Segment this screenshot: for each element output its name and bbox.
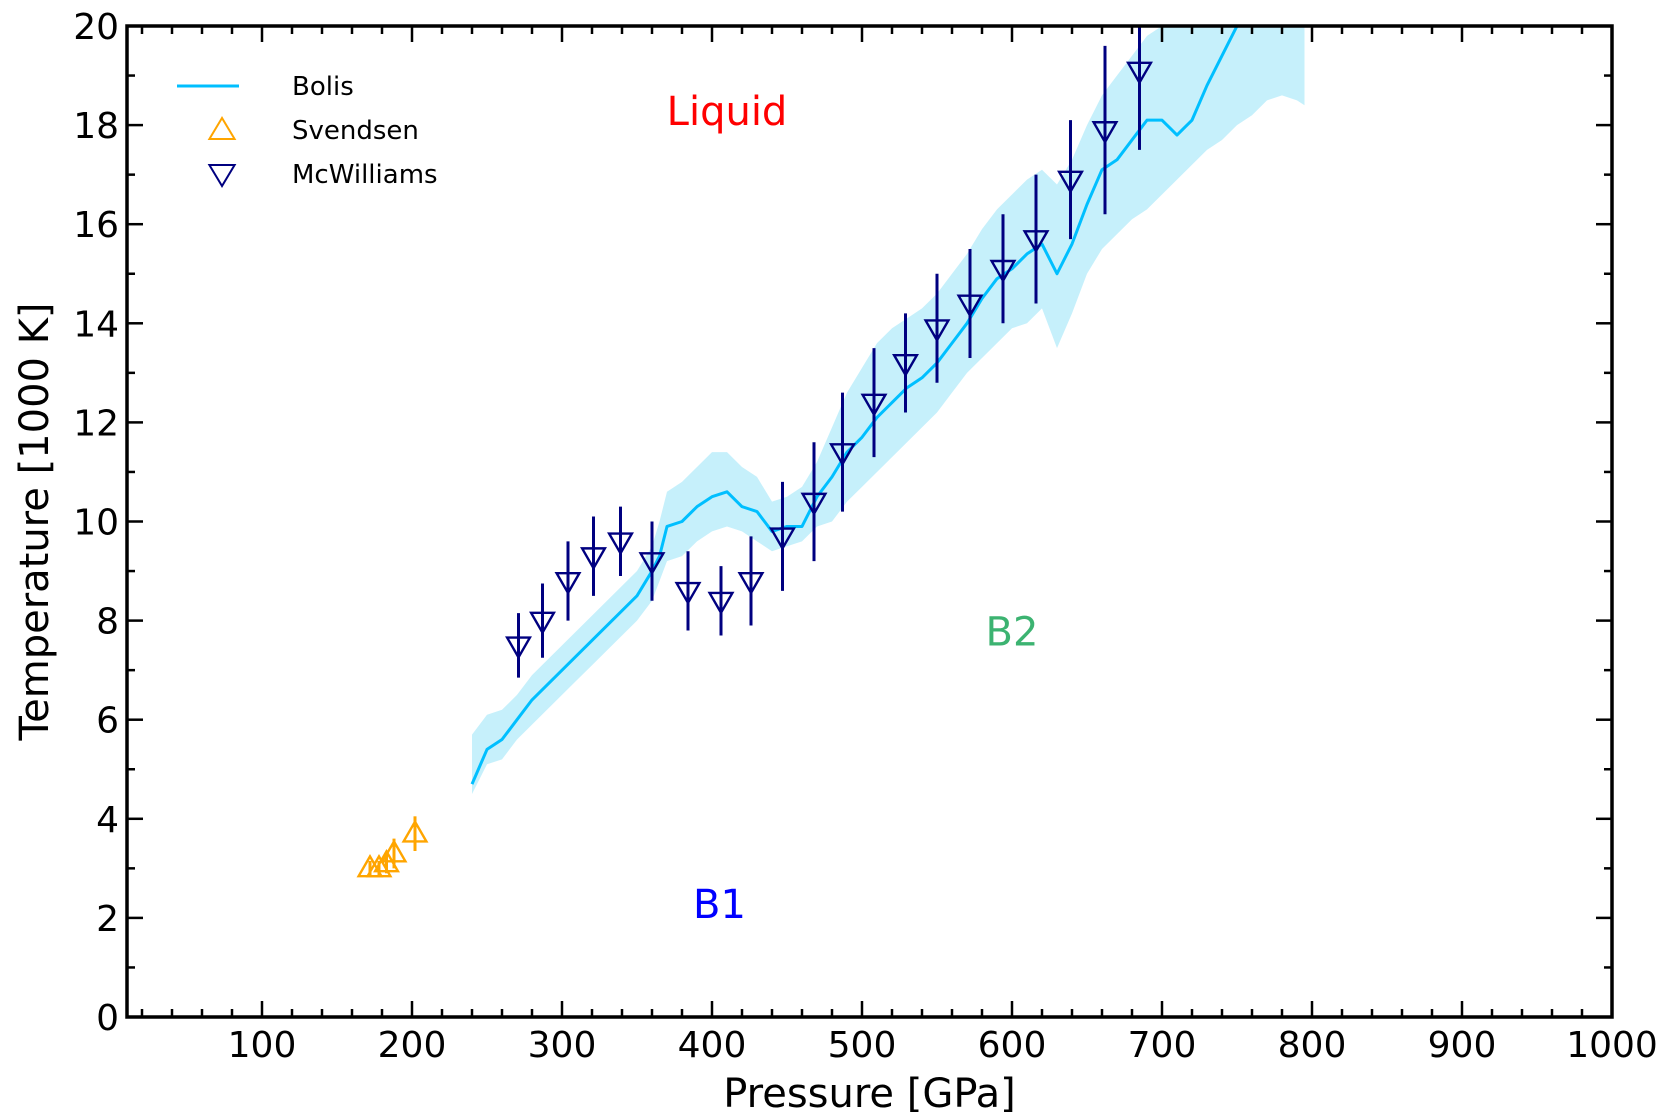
- y-tick-label: 20: [73, 7, 119, 48]
- y-tick-label: 16: [73, 205, 119, 246]
- confidence-band-layer: [472, 26, 1305, 795]
- x-tick-label: 800: [1278, 1025, 1347, 1066]
- y-tick-label: 14: [73, 304, 119, 345]
- marker-layer: [356, 26, 1153, 878]
- mcwilliams-marker: [923, 319, 951, 343]
- y-tick-label: 18: [73, 106, 119, 147]
- mcwilliams-marker: [607, 532, 634, 556]
- mcwilliams-marker: [580, 547, 607, 571]
- y-tick-label: 2: [96, 899, 119, 940]
- mcwilliams-marker: [1091, 121, 1119, 145]
- x-tick-label: 700: [1128, 1025, 1197, 1066]
- mcwilliams-marker: [1126, 61, 1153, 85]
- x-tick-label: 900: [1428, 1025, 1497, 1066]
- mcwilliams-marker: [860, 393, 888, 417]
- x-tick-label: 300: [528, 1025, 597, 1066]
- mcwilliams-marker: [892, 353, 919, 378]
- region-label-b1: B1: [693, 882, 746, 928]
- y-tick-label: 6: [96, 701, 119, 742]
- y-tick-label: 0: [96, 998, 119, 1039]
- y-tick-label: 10: [73, 503, 119, 544]
- mcwilliams-marker: [737, 571, 765, 596]
- legend-swatch-svendsen: [207, 116, 237, 140]
- x-tick-label: 1000: [1566, 1025, 1658, 1066]
- mcwilliams-marker: [505, 636, 532, 660]
- mcwilliams-marker: [674, 581, 702, 606]
- legend-swatch-mcwilliams: [207, 164, 237, 188]
- mcwilliams-marker: [769, 527, 796, 551]
- mcwilliams-marker: [829, 443, 856, 467]
- mcwilliams-marker: [1022, 230, 1050, 254]
- mcwilliams-marker: [800, 492, 828, 517]
- y-axis-label: Temperature [1000 K]: [12, 302, 58, 741]
- x-tick-label: 100: [228, 1025, 297, 1066]
- x-axis-label: Pressure [GPa]: [723, 1071, 1016, 1112]
- x-tick-label: 200: [378, 1025, 447, 1066]
- svendsen-marker: [401, 819, 429, 843]
- mcwilliams-marker: [529, 611, 556, 636]
- legend-label-svendsen: Svendsen: [292, 116, 419, 146]
- bolis-uncertainty-band: [472, 26, 1305, 795]
- line-layer: [470, 26, 1305, 785]
- x-tick-label: 600: [978, 1025, 1047, 1066]
- svendsen-marker: [380, 839, 408, 863]
- y-tick-label: 8: [96, 602, 119, 643]
- x-tick-label: 500: [828, 1025, 897, 1066]
- annotation-layer: Liquid B2 B1: [667, 89, 1039, 928]
- mcwilliams-marker: [554, 571, 582, 596]
- mcwilliams-marker: [1057, 170, 1084, 195]
- legend: Bolis Svendsen McWilliams: [177, 72, 438, 190]
- x-tick-label: 400: [678, 1025, 747, 1066]
- mcwilliams-marker: [989, 259, 1017, 284]
- mcwilliams-marker: [638, 552, 666, 576]
- region-label-liquid: Liquid: [667, 89, 788, 135]
- y-tick-label: 4: [96, 800, 119, 841]
- mcwilliams-marker: [707, 591, 735, 616]
- legend-label-bolis: Bolis: [292, 72, 354, 102]
- bolis-line: [470, 26, 1305, 785]
- svendsen-marker: [365, 853, 393, 878]
- region-label-b2: B2: [986, 609, 1039, 655]
- mcwilliams-marker: [956, 294, 984, 318]
- axes-layer: 100 200 300 400 500 600 700 800 900 1000 0 2 4 6 8 10 12…: [73, 7, 1658, 1066]
- y-tick-label: 12: [73, 403, 119, 444]
- legend-label-mcwilliams: McWilliams: [292, 160, 438, 190]
